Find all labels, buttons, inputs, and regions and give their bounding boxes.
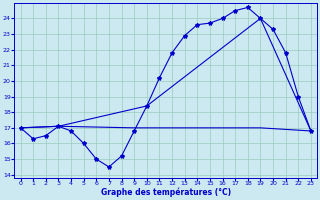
X-axis label: Graphe des températures (°C): Graphe des températures (°C) [101, 188, 231, 197]
